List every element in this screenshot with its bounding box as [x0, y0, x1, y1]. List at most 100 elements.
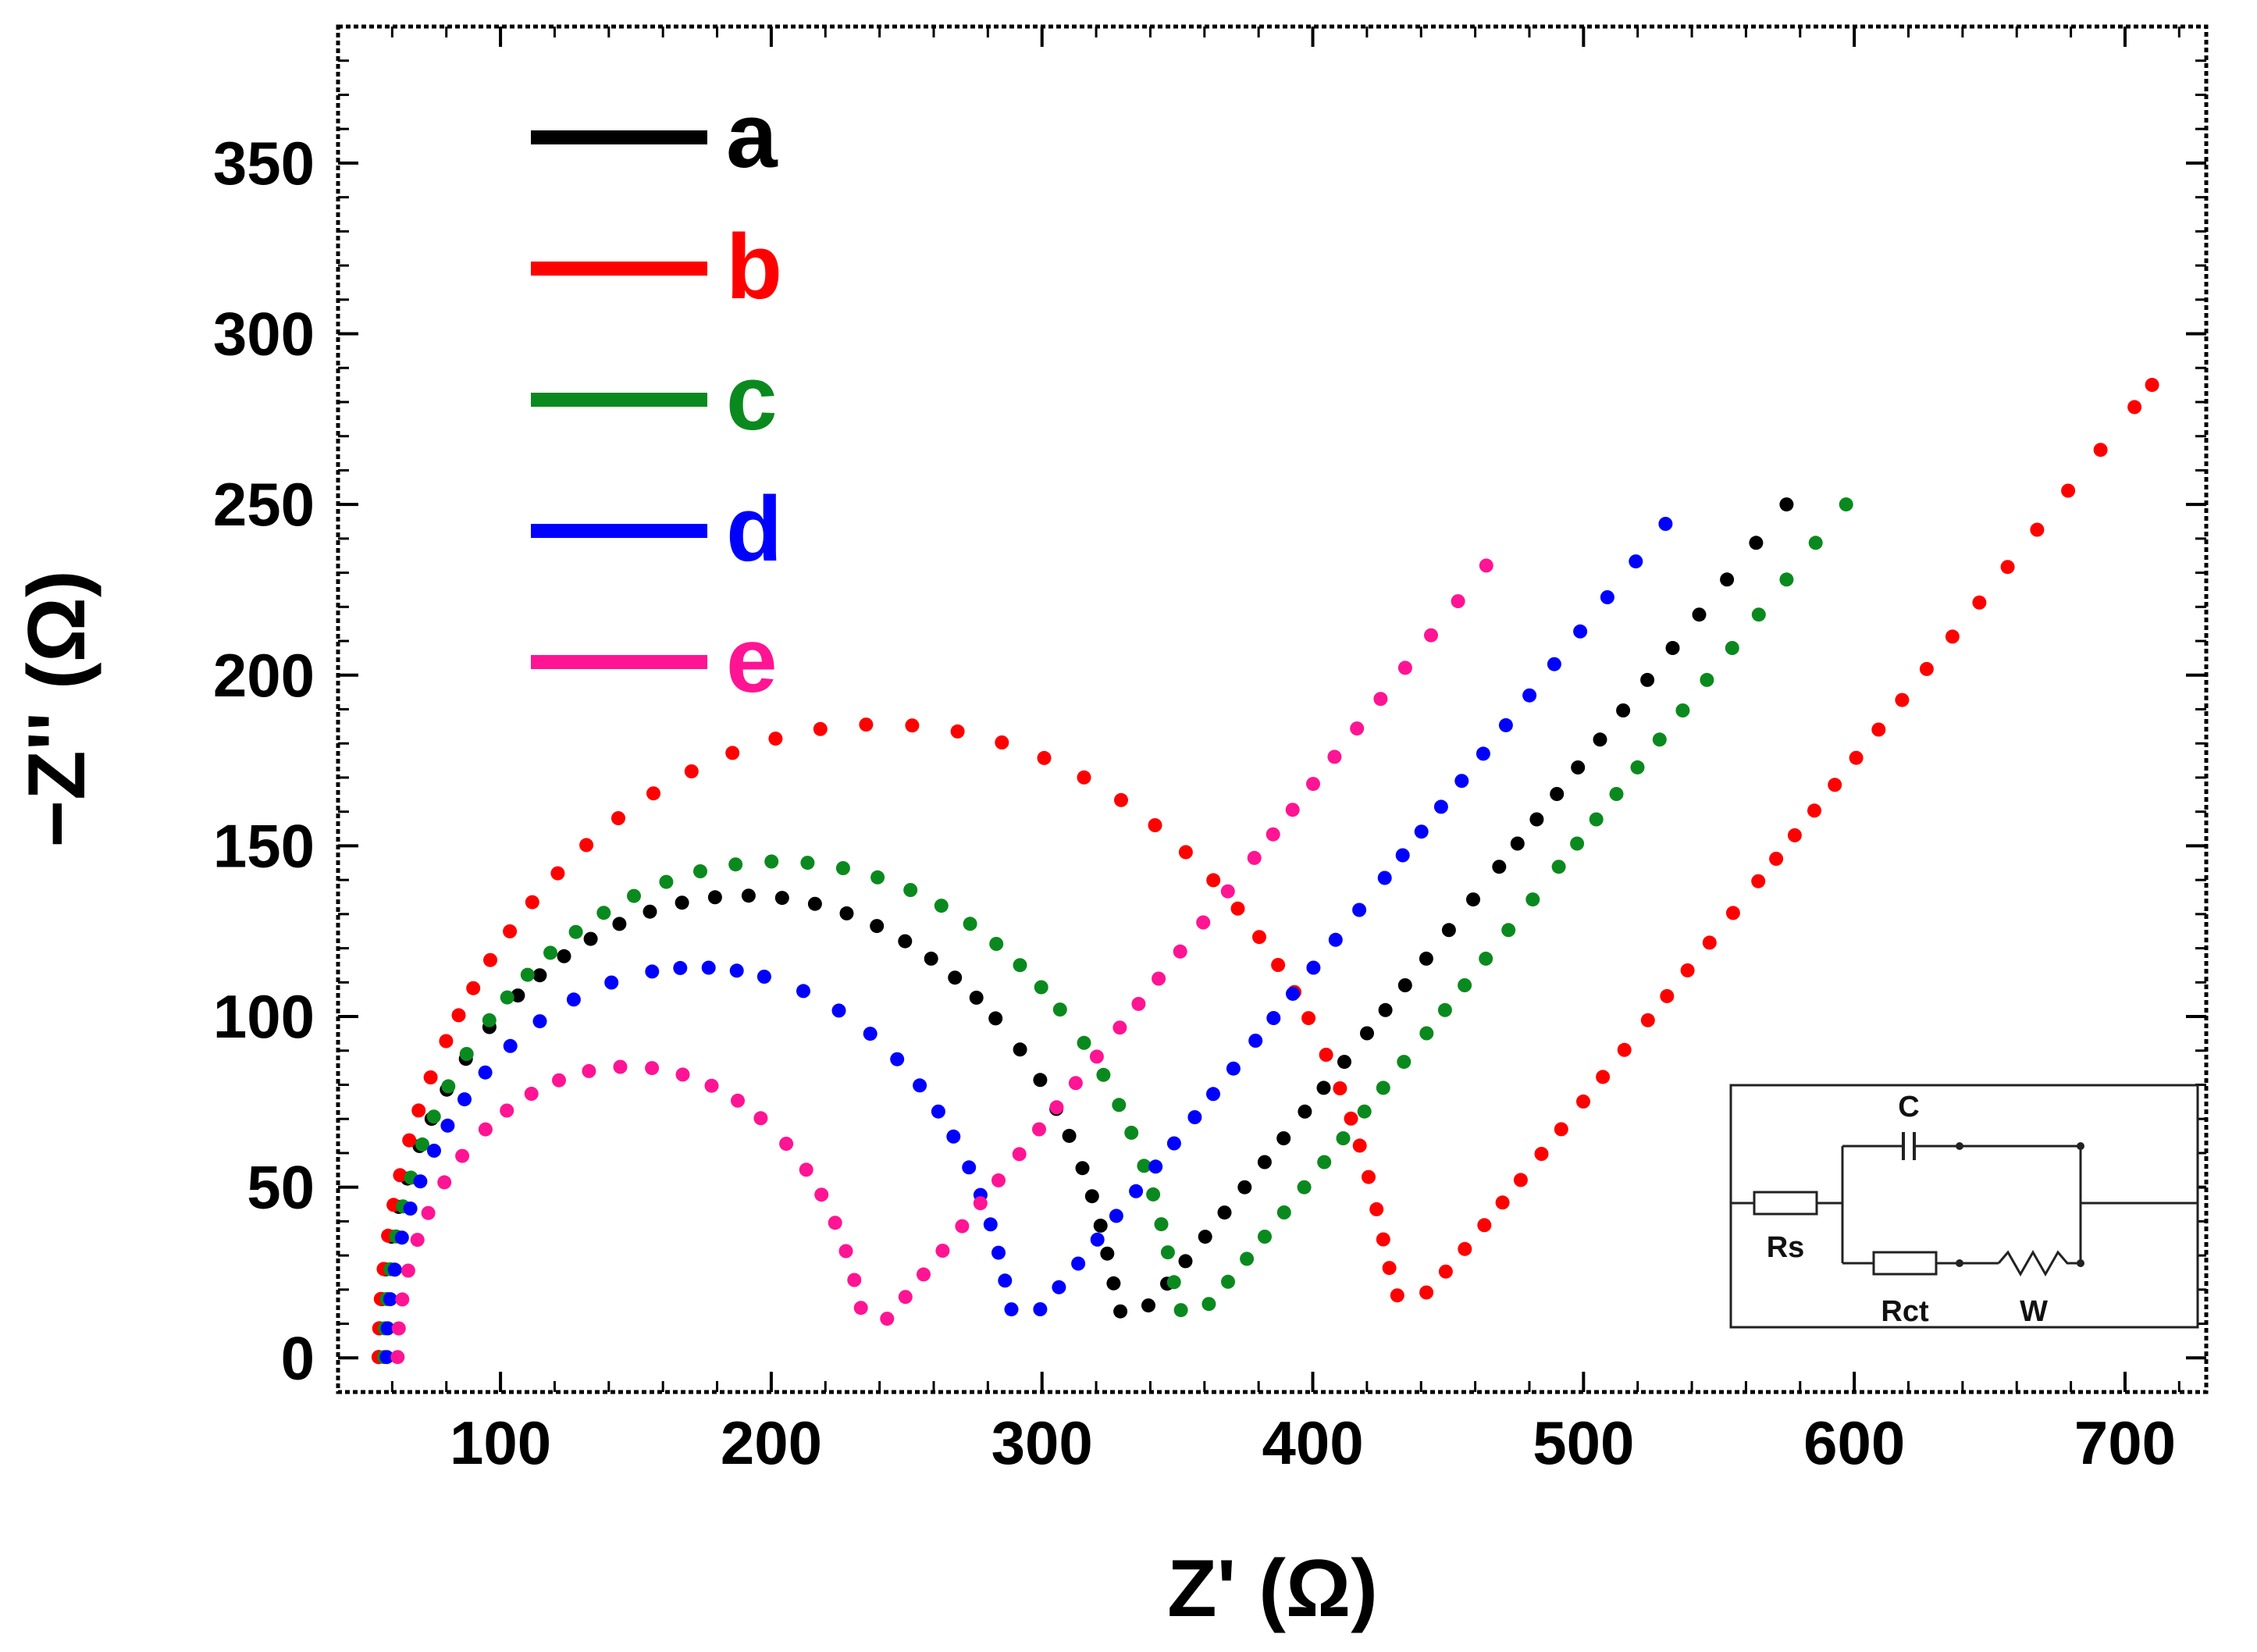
- data-point-b: [1344, 1111, 1358, 1126]
- data-point-b: [393, 1168, 408, 1183]
- data-point-b: [1301, 1011, 1316, 1026]
- data-point-e: [935, 1244, 950, 1258]
- data-point-e: [1424, 628, 1438, 643]
- data-point-a: [969, 990, 984, 1005]
- data-point-b: [550, 866, 565, 881]
- rct-resistor: [1872, 1251, 1938, 1276]
- data-point-b: [1640, 1013, 1655, 1027]
- x-tick-label: 500: [1533, 1408, 1634, 1477]
- data-point-d: [1328, 932, 1343, 947]
- data-point-c: [500, 990, 514, 1005]
- data-point-c: [870, 870, 885, 885]
- data-point-c: [1096, 1067, 1111, 1082]
- data-point-a: [1749, 536, 1764, 550]
- data-point-b: [813, 721, 828, 736]
- data-point-a: [1257, 1155, 1272, 1170]
- y-tick-label: 0: [281, 1323, 315, 1392]
- data-point-a: [1616, 703, 1631, 717]
- data-point-d: [756, 970, 771, 984]
- data-point-b: [1477, 1218, 1492, 1233]
- data-point-b: [1382, 1261, 1397, 1276]
- data-point-d: [962, 1160, 977, 1175]
- data-point-e: [1397, 660, 1412, 675]
- data-point-a: [1692, 607, 1707, 622]
- data-point-d: [1004, 1302, 1019, 1317]
- data-point-d: [1498, 717, 1513, 732]
- data-point-b: [1702, 935, 1717, 950]
- data-point-c: [728, 857, 743, 872]
- series-e: [390, 558, 1493, 1365]
- data-point-b: [1680, 963, 1695, 977]
- data-point-b: [1725, 906, 1740, 920]
- data-point-c: [1201, 1297, 1216, 1312]
- data-point-b: [768, 732, 783, 746]
- data-point-e: [1112, 1020, 1127, 1035]
- data-point-d: [1187, 1110, 1202, 1124]
- data-point-c: [1276, 1205, 1291, 1219]
- data-point-c: [1166, 1275, 1181, 1290]
- data-point-c: [1675, 703, 1690, 717]
- data-point-e: [991, 1173, 1006, 1187]
- data-point-b: [439, 1034, 454, 1049]
- data-point-d: [457, 1092, 472, 1107]
- data-point-c: [1839, 497, 1853, 512]
- data-point-e: [1068, 1076, 1083, 1091]
- y-tick-label: 350: [213, 129, 315, 198]
- data-point-c: [1570, 836, 1585, 851]
- data-point-d: [604, 975, 619, 990]
- data-point-c: [1397, 1055, 1412, 1070]
- data-point-c: [1077, 1035, 1091, 1050]
- data-point-e: [390, 1350, 405, 1365]
- data-point-d: [403, 1202, 418, 1216]
- data-point-a: [583, 931, 598, 946]
- data-point-e: [1012, 1147, 1027, 1162]
- data-point-e: [731, 1093, 745, 1108]
- data-point-b: [1751, 874, 1766, 888]
- data-point-c: [1258, 1230, 1272, 1244]
- data-point-c: [482, 1013, 497, 1027]
- legend-label-b: b: [726, 215, 782, 319]
- data-point-e: [799, 1162, 813, 1177]
- data-point-c: [1376, 1081, 1390, 1095]
- data-point-a: [807, 896, 822, 911]
- data-point-a: [1397, 978, 1412, 992]
- data-point-c: [627, 888, 641, 903]
- data-point-e: [437, 1175, 452, 1190]
- data-point-e: [500, 1103, 514, 1118]
- data-point-e: [1247, 850, 1262, 865]
- data-point-b: [1919, 661, 1934, 676]
- data-point-c: [1501, 923, 1516, 938]
- data-point-e: [1032, 1122, 1046, 1137]
- data-point-c: [1160, 1245, 1175, 1260]
- data-point-e: [1373, 692, 1388, 707]
- data-point-d: [913, 1078, 927, 1093]
- data-point-c: [989, 937, 1004, 951]
- data-point-b: [1458, 1241, 1472, 1256]
- data-point-e: [645, 1061, 660, 1076]
- data-point-e: [1049, 1100, 1064, 1115]
- data-point-d: [1433, 799, 1448, 814]
- data-point-a: [1571, 760, 1586, 774]
- data-point-d: [946, 1129, 961, 1144]
- data-point-b: [483, 952, 497, 967]
- data-point-b: [1114, 792, 1128, 807]
- data-point-d: [1377, 871, 1392, 885]
- data-point-c: [963, 917, 977, 931]
- data-point-b: [1534, 1147, 1549, 1161]
- legend-label-a: a: [726, 84, 778, 187]
- series-c: [377, 497, 1853, 1365]
- data-point-d: [503, 1038, 518, 1053]
- data-point-b: [423, 1070, 438, 1084]
- data-point-c: [1419, 1026, 1434, 1041]
- data-point-c: [1124, 1125, 1139, 1140]
- data-point-e: [955, 1219, 970, 1234]
- data-point-b: [1807, 803, 1821, 818]
- data-point-b: [1352, 1138, 1367, 1153]
- data-point-d: [1248, 1034, 1263, 1048]
- data-point-b: [905, 718, 920, 733]
- data-point-e: [395, 1292, 410, 1307]
- data-point-c: [1297, 1180, 1312, 1194]
- data-point-b: [1828, 778, 1842, 792]
- legend-label-c: c: [726, 347, 778, 450]
- data-point-d: [701, 960, 716, 975]
